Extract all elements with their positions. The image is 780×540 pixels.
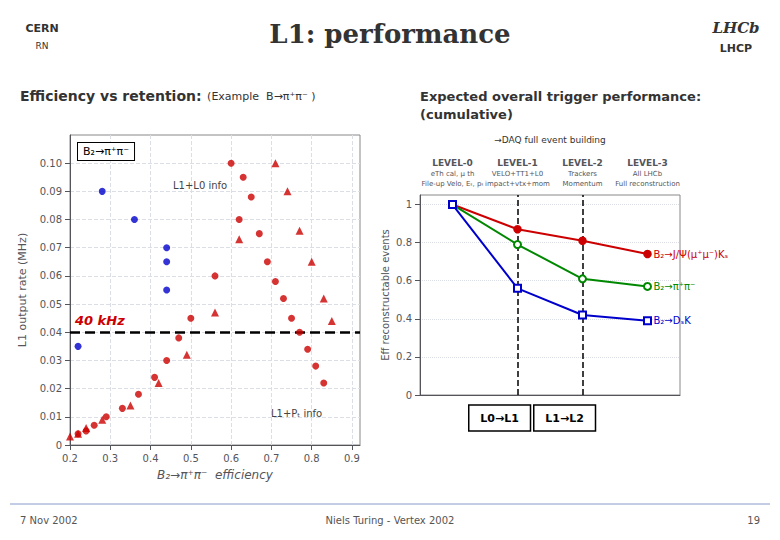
svg-text:L1→L2: L1→L2	[545, 412, 584, 425]
svg-text:0.10: 0.10	[40, 158, 62, 169]
svg-text:B₂→π⁺π⁻: B₂→π⁺π⁻	[83, 145, 129, 158]
svg-text:0.03: 0.03	[40, 355, 62, 366]
svg-text:7 Nov 2002: 7 Nov 2002	[20, 515, 78, 526]
svg-text:(cumulative): (cumulative)	[420, 107, 513, 122]
svg-text:0.01: 0.01	[40, 411, 62, 422]
svg-text:Expected overall trigger perfo: Expected overall trigger performance:	[420, 89, 701, 104]
svg-text:0.04: 0.04	[40, 327, 62, 338]
svg-text:VELO+TT1+L0: VELO+TT1+L0	[492, 170, 543, 178]
svg-text:0.05: 0.05	[40, 299, 62, 310]
svg-text:LEVEL-0: LEVEL-0	[432, 158, 473, 168]
svg-text:B₂→J/Ψ(μ⁺μ⁻)Kₛ: B₂→J/Ψ(μ⁺μ⁻)Kₛ	[654, 249, 729, 260]
svg-text:LHCb: LHCb	[711, 19, 759, 37]
svg-text:RN: RN	[36, 41, 49, 51]
svg-text:L1+L0 info: L1+L0 info	[173, 180, 227, 191]
svg-text:LEVEL-1: LEVEL-1	[497, 158, 538, 168]
svg-text:0.8: 0.8	[396, 237, 412, 248]
svg-text:Niels Turing - Vertex 2002: Niels Turing - Vertex 2002	[326, 515, 455, 526]
svg-text:0.5: 0.5	[183, 453, 199, 464]
svg-text:0.4: 0.4	[143, 453, 159, 464]
svg-text:0.07: 0.07	[40, 242, 62, 253]
svg-text:Eff reconstructable events: Eff reconstructable events	[380, 229, 391, 361]
svg-text:0.2: 0.2	[396, 351, 412, 362]
svg-text:40 kHz: 40 kHz	[74, 313, 125, 328]
svg-text:L1+Pₜ info: L1+Pₜ info	[271, 408, 322, 419]
svg-text:L1: performance: L1: performance	[269, 19, 510, 49]
svg-text:0: 0	[406, 390, 412, 401]
svg-text:0.09: 0.09	[40, 186, 62, 197]
svg-text:L0→L1: L0→L1	[480, 412, 519, 425]
svg-text:B₂→DₛK: B₂→DₛK	[654, 315, 692, 326]
svg-text:0.2: 0.2	[62, 453, 78, 464]
svg-text:CERN: CERN	[25, 22, 58, 35]
svg-text:impact+vtx+mom: impact+vtx+mom	[485, 180, 550, 188]
svg-text:Trackers: Trackers	[567, 170, 597, 178]
svg-text:L1 output rate (MHz): L1 output rate (MHz)	[16, 233, 29, 347]
svg-text:0.7: 0.7	[263, 453, 279, 464]
svg-text:B₂→π⁺π⁻: B₂→π⁺π⁻	[654, 281, 696, 292]
svg-text:0.6: 0.6	[223, 453, 239, 464]
svg-text:All LHCb: All LHCb	[633, 170, 663, 178]
svg-text:0.4: 0.4	[396, 313, 412, 324]
svg-text:eTh cal, μ th: eTh cal, μ th	[431, 170, 475, 178]
svg-text:0.9: 0.9	[344, 453, 360, 464]
svg-text:0.08: 0.08	[40, 214, 62, 225]
svg-text:0.8: 0.8	[304, 453, 320, 464]
svg-text:Momentum: Momentum	[563, 180, 603, 188]
svg-text:0.06: 0.06	[40, 270, 62, 281]
svg-text:B₂→π⁺π⁻ efficiency: B₂→π⁺π⁻ efficiency	[157, 468, 274, 482]
svg-text:0.3: 0.3	[102, 453, 118, 464]
svg-text:0.02: 0.02	[40, 383, 62, 394]
svg-text:19: 19	[747, 515, 760, 526]
svg-text:1: 1	[406, 199, 412, 210]
svg-text:→DAQ full event building: →DAQ full event building	[494, 135, 606, 145]
svg-text:0: 0	[56, 440, 62, 451]
svg-text:LHCP: LHCP	[720, 42, 752, 55]
svg-text:LEVEL-2: LEVEL-2	[562, 158, 603, 168]
svg-text:File-up Velo, Eₜ, pₜ: File-up Velo, Eₜ, pₜ	[421, 180, 483, 188]
svg-text:LEVEL-3: LEVEL-3	[627, 158, 668, 168]
svg-text:Full reconstruction: Full reconstruction	[615, 180, 680, 188]
svg-text:0.6: 0.6	[396, 275, 412, 286]
svg-text:Efficiency vs retention:: Efficiency vs retention:	[20, 88, 202, 104]
svg-text:(Example B→π⁺π⁻ ): (Example B→π⁺π⁻ )	[204, 90, 316, 103]
